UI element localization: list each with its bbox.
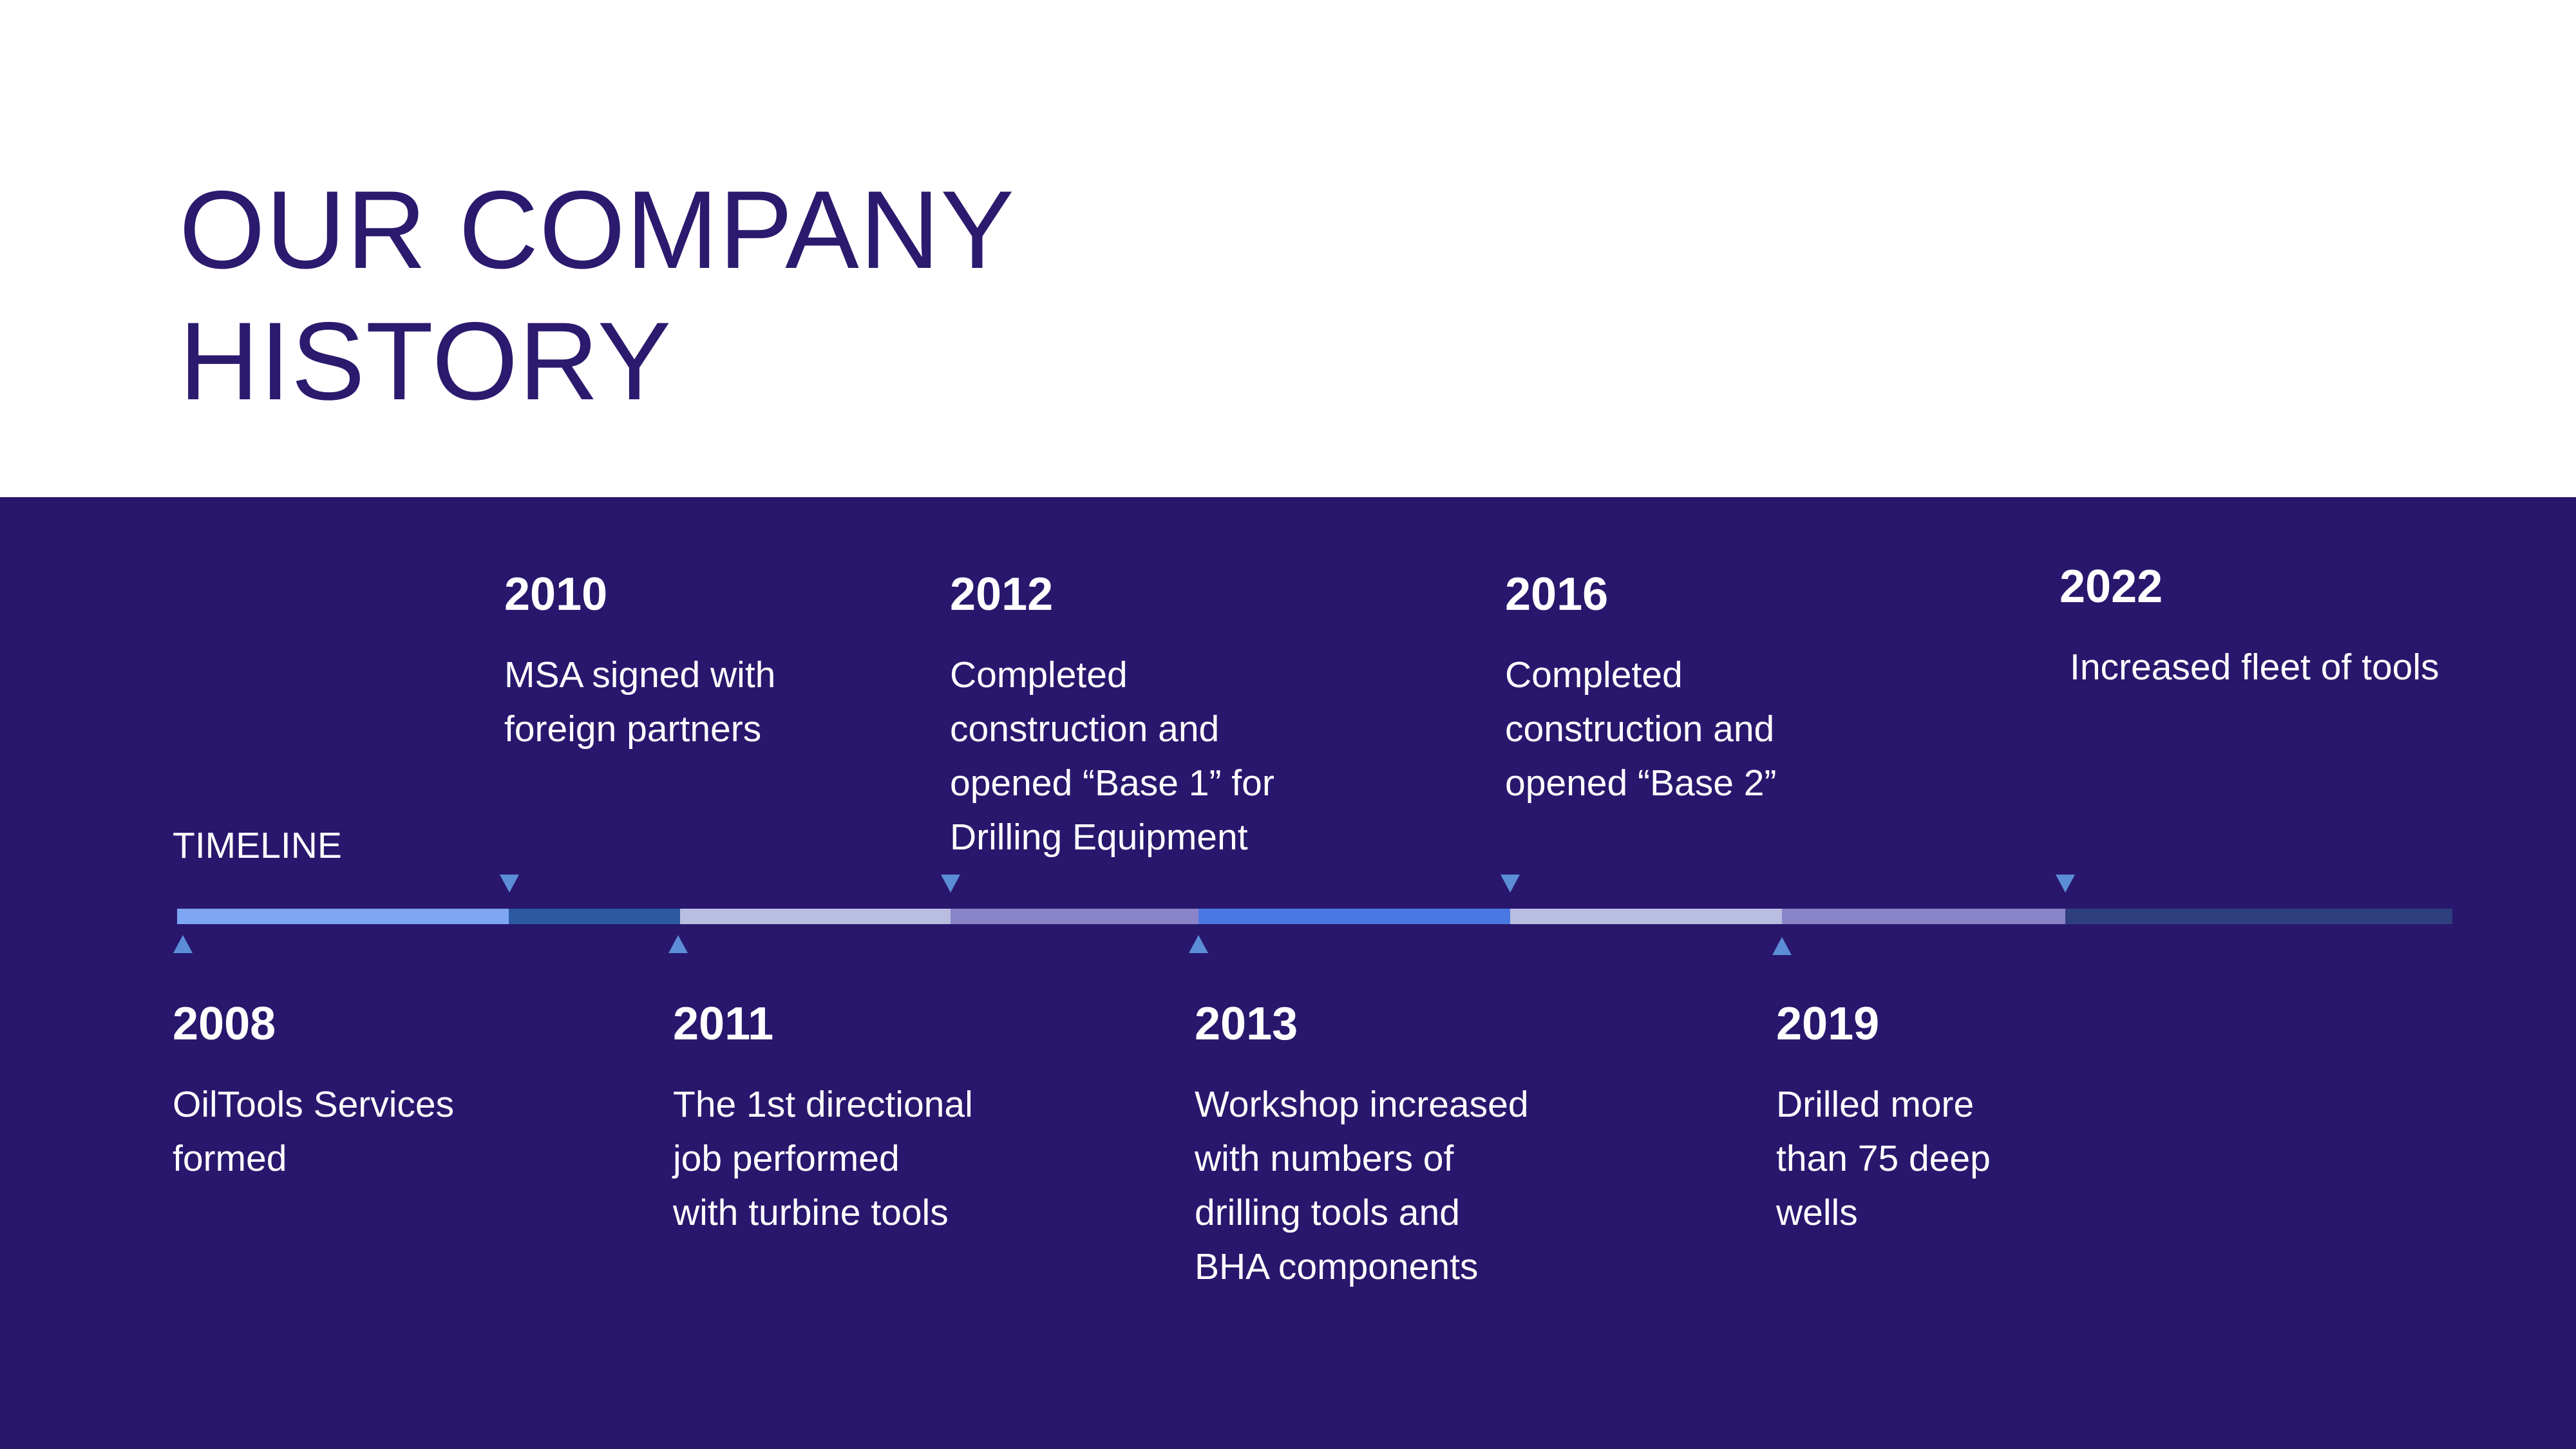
timeline-band — [0, 497, 2576, 1449]
event-description: The 1st directional job performed with t… — [673, 1084, 973, 1233]
marker-2011-icon — [668, 935, 688, 953]
marker-2016-icon — [1501, 875, 1520, 893]
event-description: OilTools Services formed — [173, 1084, 455, 1179]
event-description: Completed construction and opened “Base … — [950, 654, 1274, 858]
event-year: 2010 — [504, 569, 608, 620]
timeline-segment-2008 — [177, 909, 509, 924]
event-2010: 2010 MSA signed with foreign partners — [504, 565, 904, 756]
event-year: 2012 — [950, 569, 1054, 620]
timeline-segment-2010 — [509, 909, 680, 924]
event-year: 2022 — [2060, 561, 2163, 612]
marker-2008-icon — [173, 935, 193, 953]
event-2011: 2011 The 1st directional job performed w… — [673, 995, 1124, 1240]
event-description: Workshop increased with numbers of drill… — [1195, 1084, 1529, 1287]
marker-2022-icon — [2056, 875, 2075, 893]
event-year: 2019 — [1776, 998, 1880, 1050]
event-year: 2008 — [173, 998, 276, 1050]
marker-2012-icon — [941, 875, 960, 893]
timeline-bar — [177, 909, 2452, 924]
event-2016: 2016 Completed construction and opened “… — [1505, 565, 1943, 810]
event-2013: 2013 Workshop increased with numbers of … — [1195, 995, 1684, 1294]
timeline-segment-2022 — [2065, 909, 2452, 924]
event-2022: 2022 Increased fleet of tools — [2060, 558, 2562, 694]
timeline-label: TIMELINE — [173, 825, 342, 866]
event-2008: 2008 OilTools Services formed — [173, 995, 623, 1186]
title-line-2: HISTORY — [179, 299, 672, 423]
title-line-1: OUR COMPANY — [179, 168, 1015, 292]
event-description: Increased fleet of tools — [2070, 647, 2439, 688]
event-year: 2013 — [1195, 998, 1298, 1050]
marker-2019-icon — [1772, 937, 1792, 955]
event-2019: 2019 Drilled more than 75 deep wells — [1776, 995, 2163, 1240]
marker-2010-icon — [500, 875, 519, 893]
event-description: Drilled more than 75 deep wells — [1776, 1084, 1991, 1233]
event-year: 2016 — [1505, 569, 1609, 620]
timeline-segment-2011 — [680, 909, 951, 924]
timeline-segment-2013 — [1198, 909, 1510, 924]
timeline-segment-2016 — [1510, 909, 1782, 924]
marker-2013-icon — [1189, 935, 1208, 953]
timeline-segment-2012 — [951, 909, 1198, 924]
event-description: Completed construction and opened “Base … — [1505, 654, 1777, 804]
event-year: 2011 — [673, 998, 774, 1050]
timeline-segment-2019 — [1782, 909, 2065, 924]
event-2012: 2012 Completed construction and opened “… — [950, 565, 1388, 864]
event-description: MSA signed with foreign partners — [504, 654, 776, 750]
page-title: OUR COMPANY HISTORY — [179, 164, 1015, 427]
